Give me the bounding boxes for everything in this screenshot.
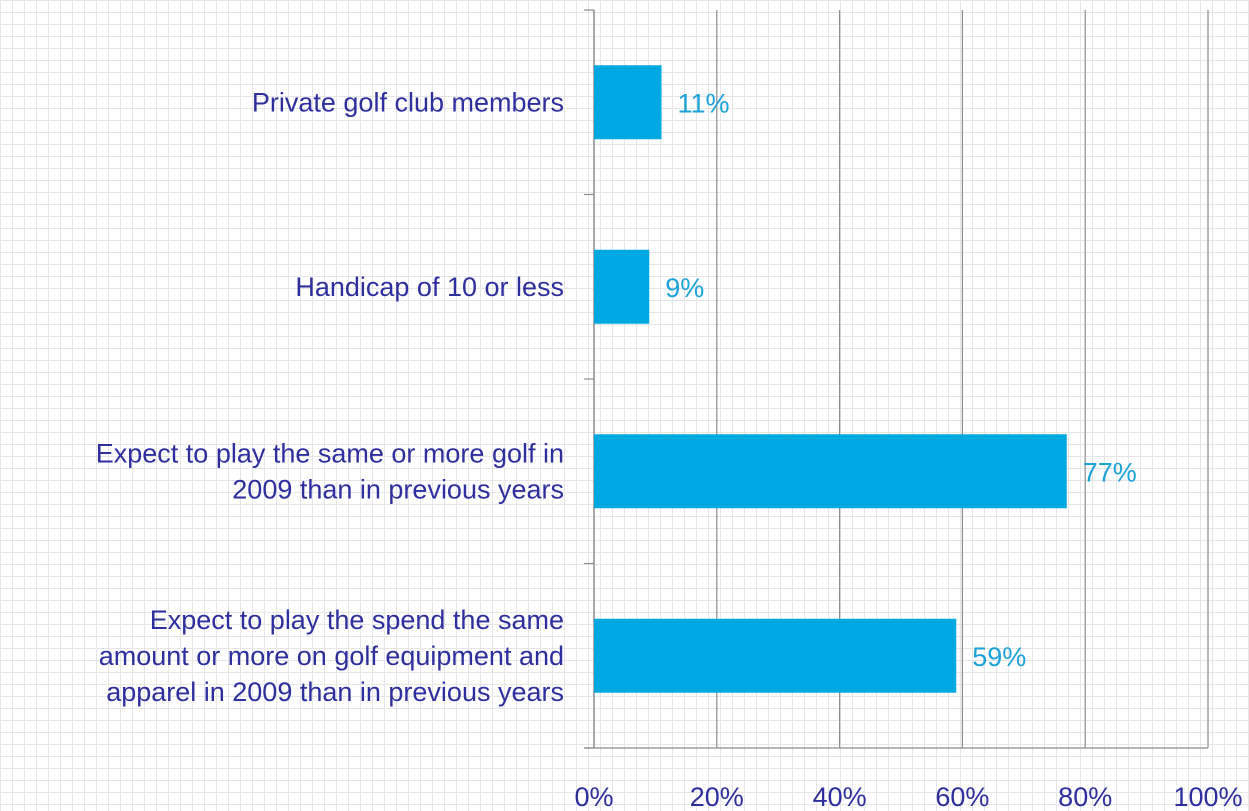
bar [594, 249, 650, 324]
data-label: 11% [678, 88, 730, 118]
data-labels: 11% 9% 77% 59% [665, 88, 1137, 672]
data-label: 59% [972, 642, 1026, 672]
bar [594, 434, 1067, 509]
category-label: apparel in 2009 than in previous years [106, 677, 564, 707]
x-tick-label: 60% [935, 782, 989, 811]
category-label: amount or more on golf equipment and [99, 641, 564, 671]
x-tick-label: 20% [690, 782, 744, 811]
bar [594, 618, 957, 693]
category-label: Handicap of 10 or less [295, 272, 564, 302]
category-label: 2009 than in previous years [232, 474, 564, 504]
x-tick-label: 80% [1058, 782, 1112, 811]
category-label: Private golf club members [252, 87, 564, 117]
bar [594, 65, 662, 140]
bars [594, 65, 1067, 693]
x-tick-label: 100% [1173, 782, 1242, 811]
x-tick-label: 0% [574, 782, 613, 811]
data-label: 77% [1083, 457, 1137, 487]
x-tick-label: 40% [813, 782, 867, 811]
x-tick-labels: 0% 20% 40% 60% 80% 100% [574, 782, 1242, 811]
category-label: Expect to play the spend the same [150, 605, 564, 635]
data-label: 9% [665, 273, 704, 303]
category-labels: Private golf club members Handicap of 10 … [96, 87, 564, 707]
category-label: Expect to play the same or more golf in [96, 438, 564, 468]
